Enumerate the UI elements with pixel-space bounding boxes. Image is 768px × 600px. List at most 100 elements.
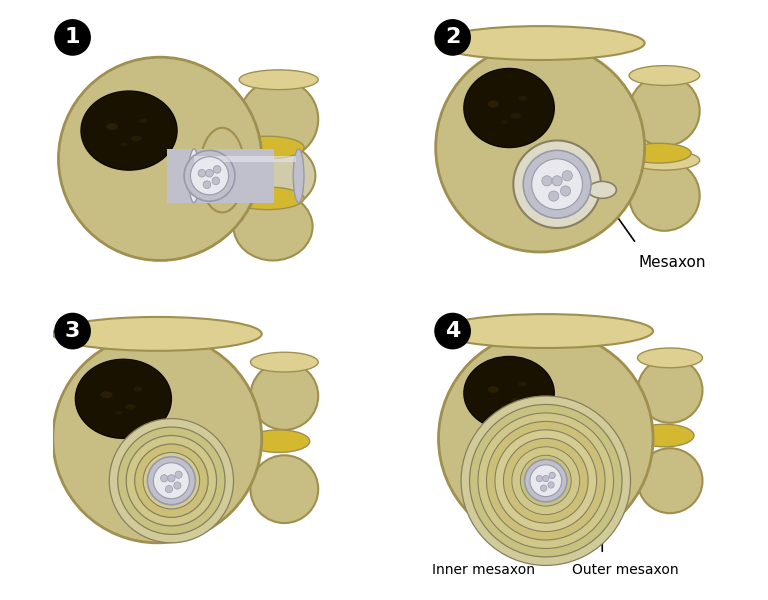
Circle shape: [543, 475, 549, 482]
Circle shape: [521, 455, 571, 506]
Ellipse shape: [134, 386, 142, 391]
Circle shape: [469, 404, 622, 557]
Circle shape: [161, 475, 167, 482]
Circle shape: [143, 452, 200, 509]
Circle shape: [461, 396, 631, 565]
Ellipse shape: [629, 65, 700, 85]
Circle shape: [58, 57, 262, 260]
Ellipse shape: [488, 100, 499, 107]
Circle shape: [495, 430, 597, 532]
Ellipse shape: [115, 410, 122, 415]
Circle shape: [561, 186, 571, 196]
Ellipse shape: [233, 193, 313, 260]
Circle shape: [204, 181, 210, 188]
Circle shape: [513, 140, 601, 228]
Ellipse shape: [53, 317, 262, 351]
Ellipse shape: [502, 120, 508, 124]
Ellipse shape: [75, 359, 171, 439]
Ellipse shape: [250, 362, 318, 430]
Ellipse shape: [81, 91, 177, 170]
Circle shape: [512, 447, 580, 515]
Ellipse shape: [511, 398, 521, 403]
Text: 1: 1: [65, 28, 81, 47]
Text: Inner mesaxon: Inner mesaxon: [432, 563, 535, 577]
Ellipse shape: [502, 404, 508, 408]
Circle shape: [525, 460, 567, 502]
Circle shape: [109, 419, 233, 543]
Circle shape: [147, 457, 195, 505]
Ellipse shape: [488, 386, 499, 393]
Ellipse shape: [629, 160, 700, 231]
Ellipse shape: [230, 136, 304, 159]
Circle shape: [55, 313, 91, 349]
Ellipse shape: [239, 80, 318, 159]
Circle shape: [184, 151, 235, 201]
Text: Mesaxon: Mesaxon: [639, 255, 707, 270]
Ellipse shape: [435, 26, 644, 60]
Circle shape: [523, 151, 591, 218]
Ellipse shape: [230, 187, 304, 209]
Circle shape: [504, 439, 588, 523]
Circle shape: [549, 472, 555, 479]
Text: Outer mesaxon: Outer mesaxon: [571, 563, 678, 577]
Ellipse shape: [131, 136, 141, 141]
Circle shape: [542, 176, 552, 186]
Circle shape: [154, 463, 190, 499]
Ellipse shape: [200, 128, 245, 212]
Ellipse shape: [230, 142, 316, 209]
Circle shape: [536, 475, 543, 482]
Ellipse shape: [250, 352, 318, 372]
Ellipse shape: [139, 118, 147, 123]
Circle shape: [165, 485, 173, 493]
Ellipse shape: [511, 113, 521, 119]
Circle shape: [478, 413, 614, 548]
Circle shape: [548, 482, 554, 488]
Circle shape: [53, 334, 262, 543]
Circle shape: [548, 191, 559, 201]
Ellipse shape: [637, 448, 703, 513]
Ellipse shape: [637, 348, 703, 368]
Ellipse shape: [629, 76, 700, 146]
Circle shape: [530, 465, 561, 497]
Circle shape: [190, 157, 229, 195]
Circle shape: [214, 166, 221, 173]
Circle shape: [541, 485, 547, 491]
Ellipse shape: [518, 382, 527, 386]
Ellipse shape: [637, 358, 703, 423]
Circle shape: [434, 19, 471, 56]
Circle shape: [212, 177, 220, 185]
Ellipse shape: [293, 149, 304, 203]
Circle shape: [486, 421, 605, 540]
Text: 3: 3: [65, 321, 80, 341]
Ellipse shape: [588, 181, 617, 199]
Circle shape: [118, 427, 225, 535]
Ellipse shape: [106, 123, 118, 130]
Circle shape: [167, 475, 175, 482]
Bar: [194, 155, 296, 163]
Circle shape: [126, 436, 217, 526]
Circle shape: [55, 19, 91, 56]
Circle shape: [174, 482, 181, 489]
Ellipse shape: [464, 68, 554, 148]
Circle shape: [434, 313, 471, 349]
Ellipse shape: [439, 314, 653, 348]
Circle shape: [198, 169, 206, 177]
Circle shape: [435, 43, 644, 252]
Bar: [167, 149, 274, 203]
Ellipse shape: [518, 96, 527, 100]
Ellipse shape: [626, 143, 691, 163]
Circle shape: [562, 170, 572, 181]
Circle shape: [531, 159, 582, 209]
Ellipse shape: [250, 455, 318, 523]
Circle shape: [206, 169, 214, 177]
Ellipse shape: [239, 70, 318, 89]
Ellipse shape: [189, 149, 200, 203]
Circle shape: [439, 331, 653, 545]
Ellipse shape: [464, 356, 554, 430]
Ellipse shape: [121, 142, 127, 146]
Text: 2: 2: [445, 28, 460, 47]
Ellipse shape: [101, 391, 113, 398]
Text: 4: 4: [445, 321, 460, 341]
Circle shape: [175, 471, 182, 478]
Ellipse shape: [247, 430, 310, 452]
